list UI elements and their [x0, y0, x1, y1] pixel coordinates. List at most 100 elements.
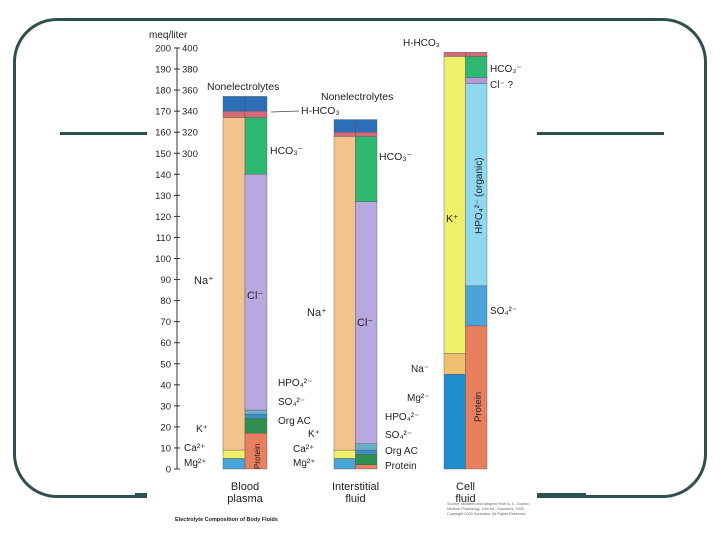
label-plasma-hpo4: HPO₄²⁻	[278, 378, 312, 389]
label-plasma-k: K⁺	[196, 424, 208, 435]
label-plasma-nonelectrolytes: Nonelectrolytes	[207, 81, 279, 93]
y-tick-label-130: 130	[155, 191, 171, 202]
y-tick-secondary-label-340: 340	[182, 107, 198, 118]
bar-1-cation-1	[333, 449, 356, 459]
category-label-0-1: plasma	[227, 493, 263, 505]
y-axis-label: meq/liter	[149, 30, 188, 41]
y-tick-label-80: 80	[160, 296, 171, 307]
label-interstitial-mg: Mg²⁺	[293, 458, 316, 469]
label-plasma-hco3: HCO₃⁻	[270, 145, 304, 157]
label-interstitial-hpo4: HPO₄²⁻	[385, 412, 419, 423]
slide-rule-left	[60, 132, 150, 135]
y-tick-label-100: 100	[155, 254, 171, 265]
bar-2-cation-3	[443, 52, 466, 57]
category-label-0-0: Blood	[231, 481, 259, 493]
bar-1-cation-3	[333, 131, 356, 137]
y-tick-secondary-label-300: 300	[182, 149, 198, 160]
bar-1-anion-6	[355, 131, 378, 137]
bar-1-anion-7	[355, 119, 378, 133]
label-interstitial-hco3: HCO₃⁻	[379, 151, 413, 163]
y-tick-secondary-label-360: 360	[182, 86, 198, 97]
label-interstitial-cl: Cl⁻	[357, 317, 373, 329]
y-tick-label-140: 140	[155, 170, 171, 181]
label-cell-na: Na⁻	[411, 364, 429, 375]
label-plasma-ca: Ca²⁺	[184, 443, 205, 454]
bar-2-anion-4	[465, 56, 488, 78]
y-tick-label-110: 110	[156, 233, 171, 244]
y-tick-label-150: 150	[155, 149, 171, 160]
y-tick-label-40: 40	[160, 380, 171, 391]
bar-0-cation-0	[222, 458, 246, 470]
y-tick-label-0: 0	[166, 465, 171, 476]
slide-rule-bottom-right	[536, 493, 586, 496]
y-tick-label-70: 70	[160, 317, 171, 328]
slide-rule-bottom-left	[135, 493, 149, 496]
y-tick-label-170: 170	[155, 107, 171, 118]
bar-1-anion-5	[355, 136, 378, 202]
leader-hhco3	[270, 110, 300, 113]
label-interstitial-protein: Protein	[385, 461, 417, 472]
bar-2-anion-3	[465, 77, 488, 84]
bar-0-anion-5	[244, 117, 268, 175]
label-cell-hco3: HCO₃⁻	[490, 64, 522, 75]
bar-0-anion-2	[244, 414, 268, 419]
label-cell-mg: Mg²⁻	[407, 393, 430, 404]
source-note: Source: Modified and adapted from A. C. …	[447, 502, 530, 516]
y-tick-label-20: 20	[160, 422, 171, 433]
label-interstitial-k: K⁺	[308, 429, 320, 440]
y-tick-label-50: 50	[160, 359, 171, 370]
bar-0-anion-7	[244, 96, 268, 112]
y-tick-label-10: 10	[160, 443, 171, 454]
label-plasma-protein: Protein	[253, 444, 262, 469]
category-label-2-0: Cell	[456, 481, 475, 493]
bar-0-cation-4	[222, 96, 246, 112]
label-plasma-so4: SO₄²⁻	[278, 397, 305, 408]
bar-1-anion-0	[355, 464, 378, 470]
bar-0-cation-3	[222, 110, 246, 118]
label-cell-protein: Protein	[473, 392, 484, 422]
electrolyte-chart: meq/liter 0 10 20 30 40 50 60 70 80 90 100 110 120 130…	[149, 30, 522, 505]
category-label-1-0: Interstitial	[332, 481, 379, 493]
y-tick-label-160: 160	[155, 128, 171, 139]
bar-0-anion-1	[244, 418, 268, 434]
bar-1-cation-4	[333, 119, 356, 133]
label-plasma-na: Na⁺	[194, 275, 214, 287]
bar-1-anion-2	[355, 449, 378, 455]
bar-2-cation-2	[443, 56, 466, 354]
label-cell-so4: SO₄²⁻	[490, 306, 517, 317]
y-tick-label-30: 30	[160, 401, 171, 412]
y-tick-secondary-label-400: 400	[182, 44, 198, 55]
chart-caption: Electrolyte Composition of Body Fluids	[147, 515, 327, 535]
label-interstitial-nonelectrolytes: Nonelectrolytes	[321, 91, 393, 103]
y-tick-secondary-label-380: 380	[182, 65, 198, 76]
label-plasma-cl: Cl⁻	[247, 290, 263, 302]
bar-0-cation-1	[222, 449, 246, 459]
y-tick-label-180: 180	[155, 86, 171, 97]
bar-2-cation-1	[443, 353, 466, 375]
bar-2-cation-0	[443, 374, 466, 470]
y-tick-label-90: 90	[160, 275, 171, 286]
bar-0-cation-2	[222, 117, 246, 451]
slide-rule-right	[536, 132, 664, 135]
bar-1-cation-2	[333, 136, 356, 451]
y-tick-label-190: 190	[155, 65, 171, 76]
category-label-1-1: fluid	[345, 493, 365, 505]
y-tick-secondary-label-320: 320	[182, 128, 198, 139]
chart-title: Electrolyte Composition of Body Fluids	[175, 517, 278, 523]
bar-1-anion-1	[355, 454, 378, 465]
label-interstitial-ca: Ca²⁺	[293, 444, 314, 455]
label-cell-clq: Cl⁻ ?	[490, 80, 514, 91]
label-interstitial-na: Na⁺	[307, 307, 327, 319]
label-cell-k: K⁺	[446, 213, 459, 225]
label-plasma-mg: Mg²⁺	[184, 458, 207, 469]
chart-panel: meq/liter 0 10 20 30 40 50 60 70 80 90 100 110 120 130…	[147, 24, 537, 540]
y-tick-label-200: 200	[155, 44, 171, 55]
bar-1-anion-3	[355, 443, 378, 451]
label-cell-hpo4-organic: HPO₄²⁻ (organic)	[474, 157, 485, 234]
bar-0-anion-3	[244, 409, 268, 415]
bar-2-anion-1	[465, 285, 488, 327]
y-tick-label-60: 60	[160, 338, 171, 349]
category-label-2-1: fluid	[455, 493, 475, 505]
label-interstitial-orgac: Org AC	[385, 446, 418, 457]
bar-0-anion-6	[244, 110, 268, 118]
